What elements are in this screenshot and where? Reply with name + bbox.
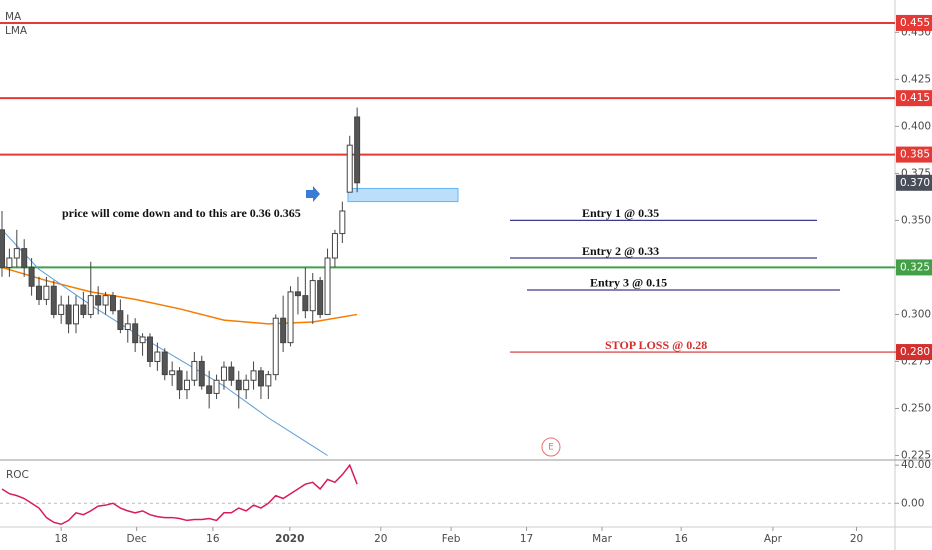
candle-body: [265, 374, 272, 387]
roc-line: [1, 463, 358, 526]
level-tag-label: 0.385: [900, 149, 930, 161]
indicator-label: LMA: [5, 25, 28, 37]
x-tick-label: 16: [206, 533, 220, 545]
candle-body: [220, 366, 227, 381]
candle-body: [213, 379, 220, 394]
y-tick-label: 0.250: [901, 402, 931, 414]
stop-tag: [896, 344, 932, 361]
candle-body: [198, 360, 205, 387]
entry-label: STOP LOSS @ 0.28: [605, 338, 707, 352]
x-tick-label: Mar: [592, 533, 612, 545]
candle-body: [6, 257, 13, 268]
candle-body: [302, 295, 309, 312]
y-tick-label: 0.225: [901, 449, 931, 461]
candle-body: [72, 304, 79, 325]
candle-body: [102, 295, 109, 306]
candle-body: [280, 317, 287, 344]
candle-body: [250, 370, 257, 381]
candle-body: [243, 379, 250, 391]
candle-body: [206, 385, 213, 394]
candle-body: [21, 248, 28, 268]
level-tag: [896, 259, 932, 276]
candle-body: [65, 304, 72, 325]
candle-body: [109, 295, 116, 312]
candle-body: [294, 291, 301, 297]
candle-body: [272, 317, 279, 376]
ma-line: [1, 229, 328, 456]
candle-body: [161, 351, 168, 376]
candle-body: [339, 210, 346, 235]
target-zone: [347, 187, 459, 203]
candle-body: [154, 351, 161, 362]
candle-body: [139, 336, 146, 344]
candle-body: [80, 304, 87, 315]
last-price-tag: [896, 174, 932, 191]
event-label: E: [548, 443, 554, 453]
roc-label: ROC: [6, 469, 29, 481]
level-tag: [896, 90, 932, 107]
level-tag: [896, 146, 932, 163]
candle-body: [228, 366, 235, 381]
entry-label: Entry 2 @ 0.33: [582, 244, 659, 258]
x-tick-label: 20: [850, 533, 863, 545]
candle-body: [28, 266, 35, 287]
candle-body: [324, 257, 331, 315]
stop-tag-label: 0.280: [900, 346, 930, 358]
x-tick-label: 16: [674, 533, 688, 545]
level-tag-label: 0.325: [900, 261, 930, 273]
arrow-icon: [306, 186, 320, 202]
candle-body: [146, 336, 153, 362]
x-tick-label: Apr: [764, 533, 783, 545]
candle-body: [235, 379, 242, 391]
candle-body: [0, 229, 5, 268]
candle-body: [117, 310, 124, 330]
candle-body: [124, 323, 131, 330]
entry-label: Entry 3 @ 0.15: [590, 276, 667, 290]
candle-body: [257, 370, 264, 387]
candle-body: [95, 295, 102, 306]
candle-body: [191, 360, 198, 381]
x-tick-label: 20: [374, 533, 387, 545]
level-tag-label: 0.415: [900, 92, 930, 104]
annotation: price will come down and to this are 0.3…: [62, 206, 301, 220]
candle-body: [132, 323, 139, 344]
event-marker: [541, 437, 561, 457]
candle-body: [87, 295, 94, 315]
level-tag-label: 0.455: [900, 17, 930, 29]
y-tick-label: 0.425: [901, 73, 931, 85]
x-tick-label: 18: [54, 533, 67, 545]
level-tag: [896, 14, 932, 31]
entry-label: Entry 1 @ 0.35: [582, 206, 659, 220]
last-price-tag-label: 0.370: [900, 177, 930, 189]
x-tick-label: 2020: [275, 533, 304, 545]
candle-body: [176, 370, 183, 391]
candle-body: [331, 233, 338, 259]
candle-body: [43, 285, 50, 300]
candle-body: [169, 370, 176, 376]
x-tick-label: Feb: [442, 533, 461, 545]
x-tick-label: Dec: [126, 533, 147, 545]
candle-body: [354, 116, 361, 184]
candle-body: [309, 280, 316, 312]
x-tick-label: 17: [520, 533, 533, 545]
y-tick-label: 0.350: [901, 214, 931, 226]
y-tick-label: 0.400: [901, 120, 931, 132]
roc-tick-label: 0.00: [901, 497, 924, 509]
candle-body: [317, 280, 324, 315]
candle-body: [287, 291, 294, 344]
indicator-label: MA: [5, 11, 22, 23]
candle-body: [183, 379, 190, 391]
candle-body: [35, 285, 42, 300]
candle-body: [50, 285, 57, 315]
y-tick-label: 0.300: [901, 308, 931, 320]
candle-body: [346, 144, 353, 193]
candle-body: [58, 304, 65, 315]
candle-body: [13, 248, 20, 259]
roc-tick-label: 40.00: [901, 459, 931, 471]
